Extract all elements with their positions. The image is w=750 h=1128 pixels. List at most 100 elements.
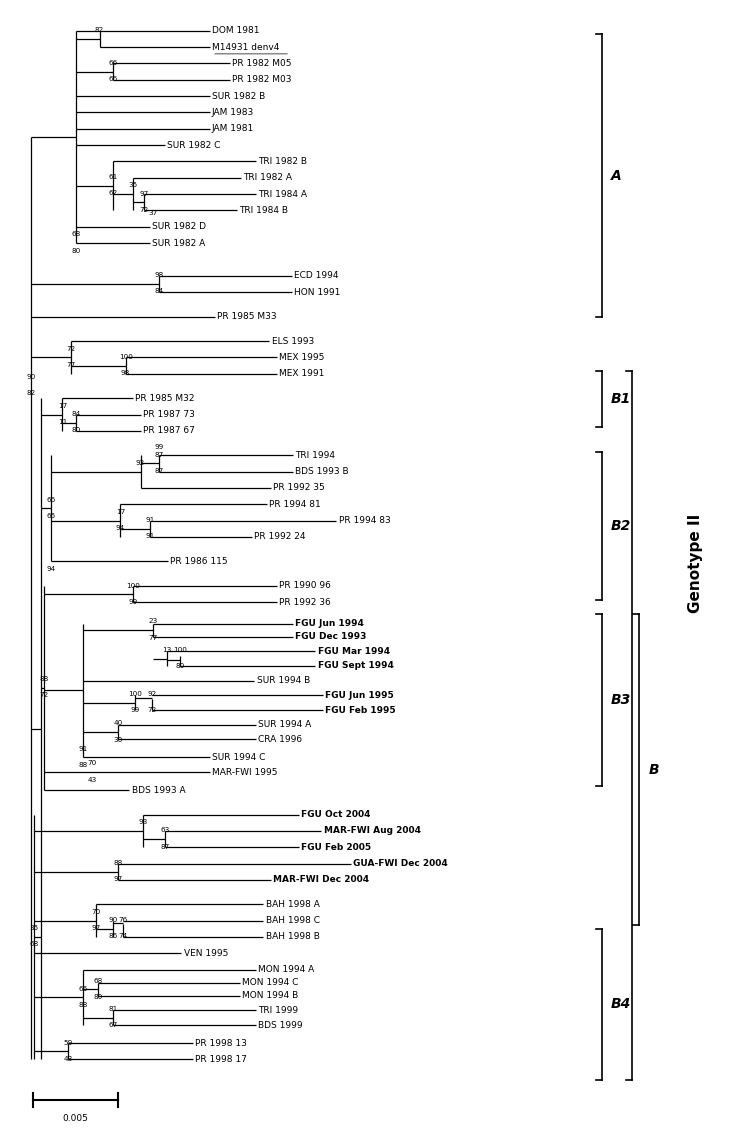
Text: GUA-FWI Dec 2004: GUA-FWI Dec 2004: [353, 860, 448, 869]
Text: FGU Feb 1995: FGU Feb 1995: [325, 705, 396, 714]
Text: MAR-FWI Dec 2004: MAR-FWI Dec 2004: [273, 875, 369, 884]
Text: PR 1982 M05: PR 1982 M05: [232, 59, 292, 68]
Text: 100: 100: [126, 582, 140, 589]
Text: 80: 80: [176, 663, 184, 669]
Text: PR 1982 M03: PR 1982 M03: [232, 76, 292, 85]
Text: 70: 70: [92, 909, 100, 915]
Text: 100: 100: [128, 691, 142, 697]
Text: PR 1985 M32: PR 1985 M32: [135, 394, 195, 403]
Text: 77: 77: [148, 635, 158, 641]
Text: PR 1986 115: PR 1986 115: [170, 557, 228, 566]
Text: A: A: [611, 168, 622, 183]
Text: JAM 1983: JAM 1983: [212, 108, 254, 117]
Text: 88: 88: [79, 761, 88, 768]
Text: 91: 91: [146, 518, 154, 523]
Text: 65: 65: [46, 513, 56, 519]
Text: 92: 92: [147, 691, 156, 697]
Text: Genotype II: Genotype II: [688, 514, 703, 614]
Text: ECD 1994: ECD 1994: [294, 271, 338, 280]
Text: 94: 94: [116, 526, 125, 531]
Text: 11: 11: [58, 418, 67, 425]
Text: 80: 80: [94, 994, 103, 999]
Text: TRI 1999: TRI 1999: [258, 1006, 299, 1015]
Text: 88: 88: [39, 677, 48, 682]
Text: 77: 77: [67, 362, 76, 368]
Text: FGU Sept 1994: FGU Sept 1994: [318, 661, 394, 670]
Text: 81: 81: [108, 1006, 118, 1012]
Text: 72: 72: [140, 206, 148, 213]
Text: 88: 88: [79, 1002, 88, 1008]
Text: SUR 1994 A: SUR 1994 A: [258, 721, 311, 729]
Text: MON 1994 C: MON 1994 C: [242, 978, 298, 987]
Text: 92: 92: [136, 460, 146, 466]
Text: FGU Dec 1993: FGU Dec 1993: [296, 632, 367, 641]
Text: B3: B3: [611, 694, 632, 707]
Text: 97: 97: [113, 876, 123, 882]
Text: B1: B1: [611, 391, 632, 406]
Text: B2: B2: [611, 519, 632, 532]
Text: BAH 1998 A: BAH 1998 A: [266, 900, 320, 909]
Text: FGU Oct 2004: FGU Oct 2004: [302, 810, 370, 819]
Text: 23: 23: [148, 618, 158, 625]
Text: SUR 1994 B: SUR 1994 B: [256, 676, 310, 685]
Text: 62: 62: [108, 191, 118, 196]
Text: PR 1987 73: PR 1987 73: [142, 409, 194, 418]
Text: MAR-FWI Aug 2004: MAR-FWI Aug 2004: [324, 827, 421, 836]
Text: PR 1998 13: PR 1998 13: [195, 1039, 247, 1048]
Text: 82: 82: [95, 27, 104, 34]
Text: 82: 82: [26, 390, 36, 396]
Text: PR 1994 83: PR 1994 83: [338, 517, 390, 526]
Text: MON 1994 B: MON 1994 B: [242, 992, 298, 1001]
Text: 66: 66: [108, 60, 118, 67]
Text: 63: 63: [160, 828, 170, 834]
Text: DOM 1981: DOM 1981: [212, 26, 260, 35]
Text: 66: 66: [46, 496, 56, 503]
Text: MON 1994 A: MON 1994 A: [258, 966, 314, 975]
Text: ELS 1993: ELS 1993: [272, 336, 314, 345]
Text: 86: 86: [108, 933, 118, 940]
Text: SUR 1982 B: SUR 1982 B: [212, 91, 266, 100]
Text: PR 1992 35: PR 1992 35: [273, 484, 325, 493]
Text: 99: 99: [154, 443, 164, 450]
Text: SUR 1982 D: SUR 1982 D: [152, 222, 206, 231]
Text: 72: 72: [147, 707, 156, 713]
Text: 17: 17: [116, 509, 125, 515]
Text: 0.005: 0.005: [62, 1113, 88, 1122]
Text: 84: 84: [71, 411, 80, 417]
Text: SUR 1982 A: SUR 1982 A: [152, 239, 206, 247]
Text: SUR 1994 C: SUR 1994 C: [212, 752, 266, 761]
Text: FGU Jun 1994: FGU Jun 1994: [296, 619, 364, 628]
Text: 97: 97: [140, 191, 148, 196]
Text: PR 1985 M33: PR 1985 M33: [217, 312, 277, 321]
Text: 100: 100: [173, 647, 187, 653]
Text: 84: 84: [154, 289, 164, 294]
Text: 17: 17: [58, 403, 67, 409]
Text: 43: 43: [64, 1056, 73, 1061]
Text: PR 1987 67: PR 1987 67: [142, 426, 194, 435]
Text: B4: B4: [611, 997, 632, 1012]
Text: 40: 40: [113, 721, 123, 726]
Text: 97: 97: [92, 925, 100, 931]
Text: BAH 1998 B: BAH 1998 B: [266, 933, 320, 942]
Text: 66: 66: [108, 76, 118, 82]
Text: 35: 35: [29, 925, 39, 932]
Text: SUR 1982 C: SUR 1982 C: [167, 141, 220, 150]
Text: BDS 1993 A: BDS 1993 A: [131, 785, 185, 794]
Text: 91: 91: [79, 746, 88, 751]
Text: 67: 67: [108, 1022, 118, 1029]
Text: 87: 87: [154, 452, 164, 458]
Text: 98: 98: [121, 370, 130, 376]
Text: MAR-FWI 1995: MAR-FWI 1995: [212, 767, 278, 776]
Text: PR 1992 36: PR 1992 36: [279, 598, 331, 607]
Text: 37: 37: [148, 210, 158, 217]
Text: FGU Jun 1995: FGU Jun 1995: [325, 690, 394, 699]
Text: 76: 76: [118, 917, 128, 923]
Text: PR 1994 81: PR 1994 81: [269, 500, 321, 509]
Text: TRI 1984 B: TRI 1984 B: [239, 206, 289, 215]
Text: TRI 1982 A: TRI 1982 A: [243, 174, 292, 183]
Text: 43: 43: [88, 776, 97, 783]
Text: 91: 91: [146, 534, 154, 539]
Text: MEX 1995: MEX 1995: [279, 353, 324, 362]
Text: TRI 1994: TRI 1994: [296, 451, 335, 460]
Text: FGU Mar 1994: FGU Mar 1994: [318, 646, 390, 655]
